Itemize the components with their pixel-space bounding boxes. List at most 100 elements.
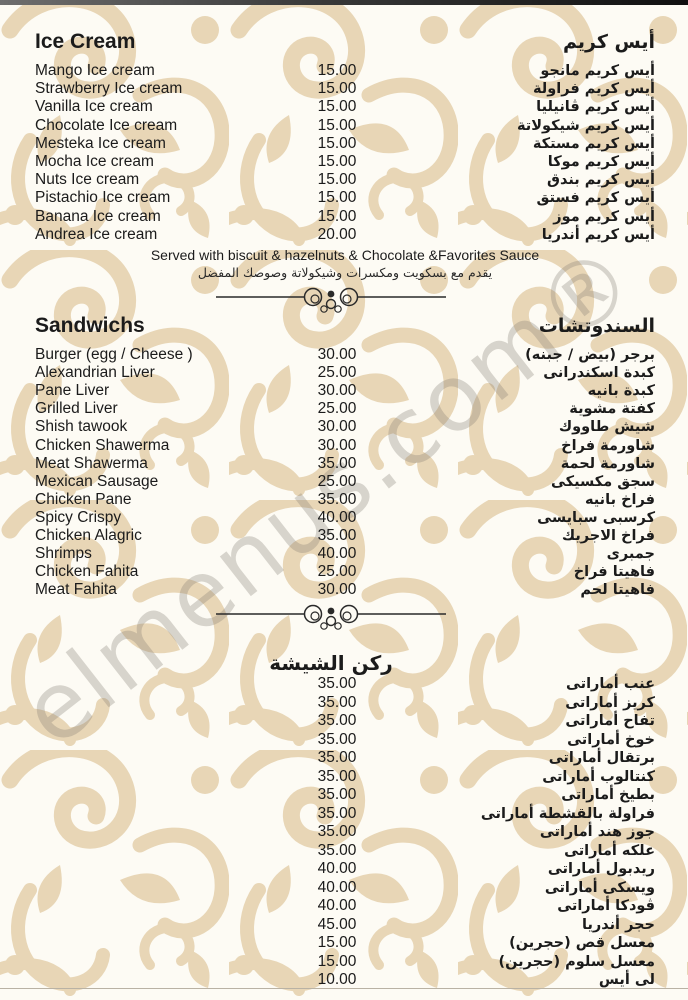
menu-item-row: Spicy Crispy 40.00 كرسبى سبايسى: [35, 509, 655, 527]
item-price: 15.00: [317, 207, 357, 225]
menu-item-row: 35.00 بطيخ أماراتى: [35, 786, 655, 805]
item-price: 35.00: [317, 693, 357, 711]
item-price: 30.00: [317, 382, 357, 400]
item-price: 15.00: [317, 116, 357, 134]
item-name-en: Mexican Sausage: [35, 472, 159, 490]
item-price: 20.00: [317, 225, 357, 243]
item-price: 40.00: [317, 897, 357, 915]
sandwiches-header: Sandwichs السندوتشات: [35, 314, 655, 338]
menu-item-row: 35.00 فراولة بالقشطة أماراتى: [35, 805, 655, 824]
menu-item-row: Chicken Fahita 25.00 فاهيتا فراخ: [35, 563, 655, 581]
item-price: 15.00: [317, 98, 357, 116]
item-name-en: Alexandrian Liver: [35, 364, 155, 382]
item-name-ar: فاهيتا فراخ: [573, 564, 655, 581]
item-name-en: Chicken Fahita: [35, 563, 139, 581]
item-price: 25.00: [317, 400, 357, 418]
item-price: 15.00: [317, 153, 357, 171]
item-name-en: Chicken Pane: [35, 490, 132, 508]
menu-item-row: Pane Liver 30.00 كبدة بانيه: [35, 382, 655, 400]
item-name-en: Vanilla Ice cream: [35, 98, 153, 116]
ice-cream-title-ar: أيس كريم: [562, 31, 655, 53]
item-price: 15.00: [317, 62, 357, 79]
menu-item-row: 35.00 عنب أماراتى: [35, 675, 655, 694]
item-price: 25.00: [317, 563, 357, 581]
bottom-border: [0, 988, 688, 989]
item-name-ar: كفتة مشوية: [569, 401, 655, 418]
item-name-ar: معسل سلوم (حجرين): [498, 953, 655, 970]
item-name-ar: عنب أماراتى: [565, 676, 655, 693]
menu-item-row: Mesteka Ice cream 15.00 أيس كريم مستكة: [35, 135, 655, 153]
item-name-ar: تفاح أماراتى: [565, 713, 655, 730]
menu-item-row: 35.00 خوخ أماراتى: [35, 731, 655, 750]
item-name-ar: شيش طاووك: [558, 419, 655, 436]
item-price: 35.00: [317, 749, 357, 767]
item-name-en: Pane Liver: [35, 382, 110, 400]
item-price: 35.00: [317, 823, 357, 841]
menu-item-row: 35.00 كنتالوب أماراتى: [35, 768, 655, 787]
item-price: 35.00: [317, 841, 357, 859]
item-name-en: Grilled Liver: [35, 400, 118, 418]
item-price: 40.00: [317, 860, 357, 878]
item-name-ar: شاورمة فراخ: [561, 437, 655, 454]
item-name-ar: أيس كريم مستكة: [532, 135, 655, 152]
item-name-en: Chocolate Ice cream: [35, 116, 178, 134]
menu-item-row: Alexandrian Liver 25.00 كبدة اسكندرانى: [35, 364, 655, 382]
item-name-ar: أيس كريم أندريا: [541, 226, 655, 243]
item-price: 15.00: [317, 189, 357, 207]
item-name-en: Pistachio Ice cream: [35, 189, 171, 207]
item-price: 40.00: [317, 878, 357, 896]
item-name-en: Meat Fahita: [35, 581, 117, 599]
section-sandwiches: Sandwichs السندوتشات Burger (egg / Chees…: [35, 314, 655, 599]
menu-item-row: Vanilla Ice cream 15.00 أيس كريم ڤانيليا: [35, 98, 655, 116]
ice-cream-item-list: Mango Ice cream 15.00 أيس كريم مانجو Str…: [35, 62, 655, 244]
menu-item-row: 35.00 علكه أماراتى: [35, 842, 655, 861]
item-name-ar: أيس كريم مانجو: [540, 63, 655, 79]
menu-item-row: Burger (egg / Cheese ) 30.00 برجر (بيض /…: [35, 346, 655, 364]
item-name-ar: كبدة بانيه: [587, 383, 655, 400]
sandwiches-title-en: Sandwichs: [35, 314, 145, 338]
menu-item-row: Mocha Ice cream 15.00 أيس كريم موكا: [35, 153, 655, 171]
item-name-en: Nuts Ice cream: [35, 171, 140, 189]
menu-item-row: Banana Ice cream 15.00 أيس كريم موز: [35, 208, 655, 226]
menu-item-row: Pistachio Ice cream 15.00 أيس كريم فستق: [35, 189, 655, 207]
item-name-en: Andrea Ice cream: [35, 225, 158, 243]
item-price: 15.00: [317, 952, 357, 970]
item-name-ar: أيس كريم موز: [553, 208, 655, 225]
item-price: 30.00: [317, 436, 357, 454]
menu-item-row: 40.00 ڤودكا أماراتى: [35, 897, 655, 916]
item-price: 35.00: [317, 712, 357, 730]
item-name-ar: ريدبول أماراتى: [547, 861, 655, 878]
menu-item-row: 15.00 معسل قص (حجرين): [35, 934, 655, 953]
item-name-en: Mango Ice cream: [35, 62, 155, 79]
item-name-ar: شاورمة لحمة: [560, 455, 655, 472]
serving-note-en: Served with biscuit & hazelnuts & Chocol…: [150, 247, 540, 264]
item-name-ar: أيس كريم فراولة: [532, 81, 655, 98]
item-name-en: Chicken Alagric: [35, 526, 142, 544]
item-price: 35.00: [317, 804, 357, 822]
item-name-ar: لى أيس: [598, 972, 655, 989]
item-name-ar: فاهيتا لحم: [580, 582, 655, 599]
top-border: [0, 0, 688, 5]
sandwiches-title-ar: السندوتشات: [538, 315, 655, 338]
item-price: 35.00: [317, 730, 357, 748]
item-price: 35.00: [317, 526, 357, 544]
item-name-ar: أيس كريم ڤانيليا: [536, 99, 655, 116]
item-price: 15.00: [317, 134, 357, 152]
menu-item-row: 35.00 برتقال أماراتى: [35, 749, 655, 768]
ice-cream-title-en: Ice Cream: [35, 30, 136, 53]
item-name-ar: جوز هند أماراتى: [539, 824, 655, 841]
item-price: 15.00: [317, 934, 357, 952]
item-name-ar: ڤودكا أماراتى: [557, 898, 655, 915]
menu-item-row: 40.00 ويسكى أماراتى: [35, 879, 655, 898]
item-name-ar: كرسبى سبايسى: [537, 509, 655, 526]
serving-note-ar: يقدم مع بسكويت ومكسرات وشيكولاتة وصوصك ا…: [197, 265, 493, 281]
menu-item-row: Chicken Pane 35.00 فراخ بانيه: [35, 491, 655, 509]
item-name-en: Chicken Shawerma: [35, 436, 170, 454]
item-name-ar: فراخ الاجريك: [561, 527, 655, 544]
item-name-ar: فراولة بالقشطة أماراتى: [480, 805, 655, 822]
item-price: 25.00: [317, 364, 357, 382]
item-price: 40.00: [317, 508, 357, 526]
item-name-ar: كريز أماراتى: [565, 694, 655, 711]
